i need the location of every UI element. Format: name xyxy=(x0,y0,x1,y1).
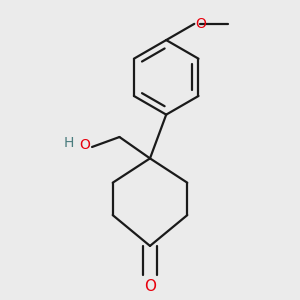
Text: H: H xyxy=(64,136,74,150)
Text: O: O xyxy=(195,17,206,31)
Text: O: O xyxy=(80,138,90,152)
Text: O: O xyxy=(144,279,156,294)
